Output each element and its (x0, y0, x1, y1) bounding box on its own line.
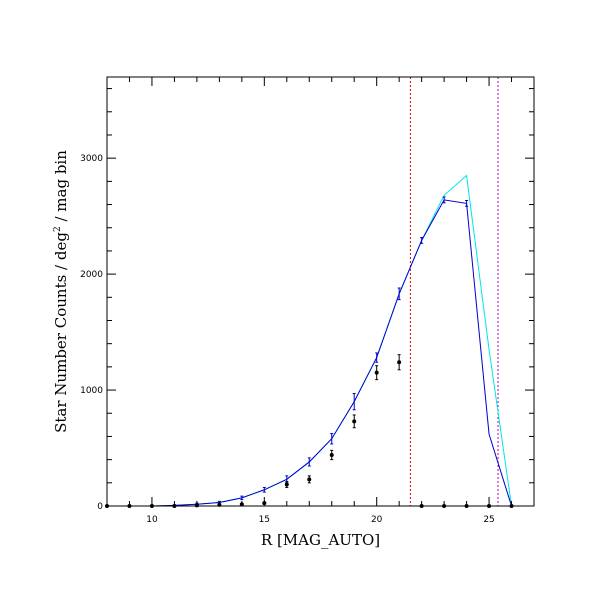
y-axis-label-tail: / mag bin (52, 150, 70, 227)
x-tick-label: 10 (146, 515, 158, 525)
series-layer (107, 174, 513, 507)
x-tick-label: 20 (371, 515, 383, 525)
data-point-observed (352, 419, 357, 424)
y-axis-label-superscript: 2 (53, 226, 63, 232)
y-axis-label-main: Star Number Counts / deg (52, 232, 70, 433)
y-axis-label: Star Number Counts / deg2 / mag bin (52, 150, 70, 433)
tick-labels: 10 15 20 25 0 1000 2000 3000 (80, 154, 495, 525)
data-point-observed (284, 482, 289, 487)
axis-ticks (107, 77, 534, 507)
data-point-observed (307, 477, 312, 482)
y-tick-label: 3000 (80, 154, 103, 164)
data-point-observed (397, 360, 402, 365)
x-tick-label: 25 (483, 515, 494, 525)
data-point-observed (374, 370, 379, 375)
data-marks (105, 196, 514, 508)
x-axis-label: R [MAG_AUTO] (261, 531, 380, 549)
y-tick-label: 2000 (80, 270, 103, 280)
plot-frame (106, 76, 535, 507)
data-point-observed (329, 452, 334, 457)
x-tick-label: 15 (259, 515, 270, 525)
vertical-limit-lines (409, 77, 499, 506)
series-line-model_total (107, 174, 513, 507)
y-tick-label: 1000 (80, 386, 103, 396)
y-tick-label: 0 (97, 502, 103, 512)
